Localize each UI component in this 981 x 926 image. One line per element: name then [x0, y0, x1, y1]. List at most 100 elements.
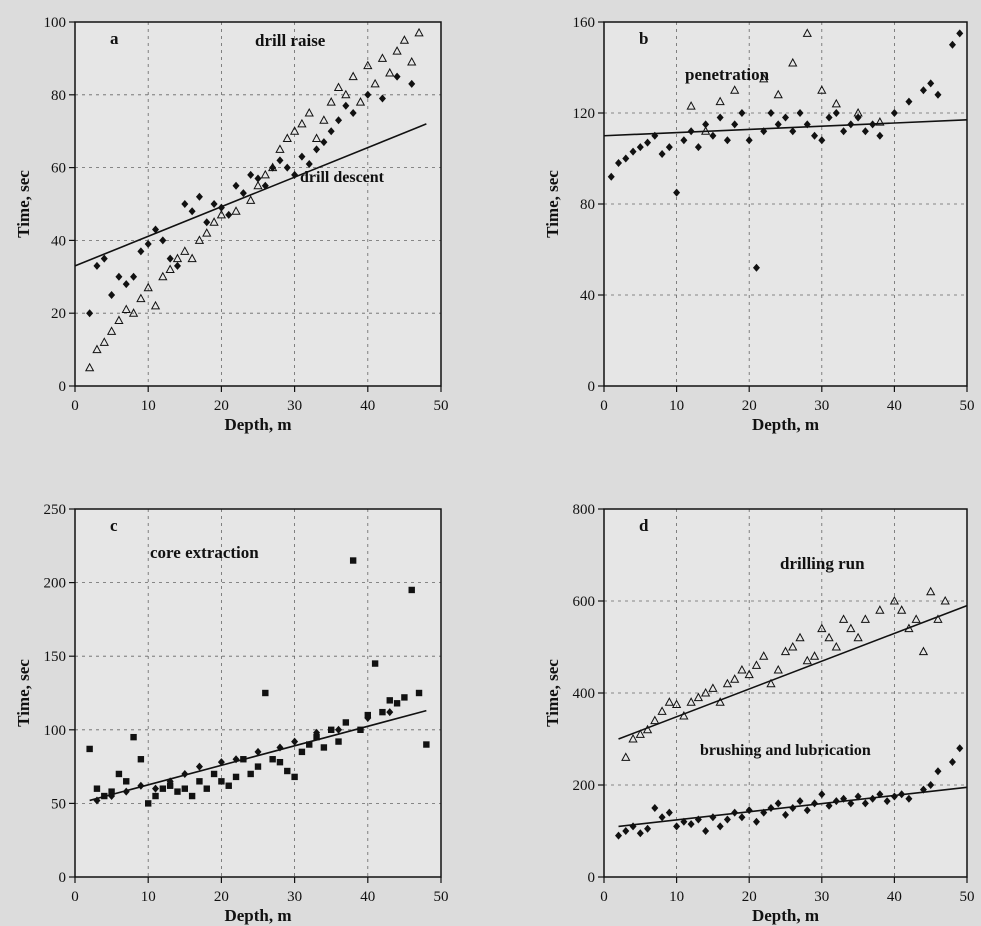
y-tick-label: 150 [44, 649, 67, 665]
x-tick-label: 0 [71, 889, 79, 905]
x-tick-label: 10 [669, 398, 684, 414]
data-point-triangle [853, 632, 863, 642]
data-point-diamond [615, 831, 623, 840]
data-point-diamond [276, 156, 284, 165]
data-point-square [401, 694, 408, 701]
data-point-diamond [956, 744, 964, 753]
data-point-diamond [144, 240, 152, 249]
trend-line [603, 119, 968, 137]
x-tick-label: 30 [814, 889, 829, 905]
data-point-triangle [143, 282, 153, 292]
data-point-triangle [730, 85, 740, 94]
data-point-diamond [767, 109, 775, 117]
data-point-diamond [861, 127, 869, 136]
data-point-diamond [673, 188, 681, 197]
data-point-diamond [854, 792, 862, 801]
panel-a: 0 10 20 30 40 50 0 20 40 60 80 100 Depth, m Time, sec… [14, 15, 449, 434]
data-point-diamond [364, 714, 372, 723]
x-tick-label: 0 [600, 889, 608, 905]
data-point-triangle [817, 623, 827, 633]
data-point-diamond [254, 747, 262, 756]
data-point-diamond [782, 113, 789, 122]
data-point-diamond [752, 817, 760, 826]
data-point-triangle [275, 144, 285, 153]
y-tick-label: 100 [44, 15, 67, 31]
data-point-triangle [657, 706, 667, 715]
data-point-diamond [811, 131, 819, 140]
data-point-square [174, 788, 181, 795]
data-point-square [203, 785, 210, 792]
data-point-diamond [694, 143, 702, 152]
data-point-triangle [216, 209, 227, 219]
data-point-diamond [861, 799, 869, 808]
data-point-diamond [774, 799, 782, 808]
data-point-diamond [716, 113, 724, 122]
data-point-diamond [313, 145, 321, 154]
data-point-triangle [846, 623, 856, 633]
data-point-square [181, 785, 188, 792]
data-point-triangle [759, 73, 769, 83]
data-point-diamond [335, 725, 343, 734]
data-point-triangle [209, 217, 219, 226]
data-point-square [210, 770, 218, 778]
data-point-triangle [802, 28, 812, 37]
y-tick-label: 20 [51, 306, 66, 322]
y-tick-label: 120 [573, 106, 596, 122]
data-point-diamond [658, 813, 666, 822]
data-point-square [284, 767, 291, 775]
y-tick-label: 800 [573, 502, 596, 518]
panel-title: drilling run [780, 554, 865, 573]
data-point-diamond [342, 101, 350, 110]
data-point-triangle [172, 253, 183, 263]
data-point-triangle [202, 228, 212, 237]
data-point-square [379, 708, 386, 716]
data-point-diamond [745, 136, 753, 145]
data-point-diamond [687, 820, 695, 829]
panel-letter: a [110, 29, 119, 48]
y-tick-label: 0 [588, 379, 596, 395]
data-point-diamond [869, 794, 877, 803]
data-point-triangle [693, 692, 704, 702]
data-point-diamond [883, 797, 891, 806]
data-point-diamond [115, 272, 123, 281]
data-point-diamond [709, 131, 717, 140]
data-point-diamond [93, 261, 101, 270]
y-tick-label: 0 [59, 379, 67, 395]
y-axis-label: Time, sec [543, 659, 562, 727]
data-point-triangle [260, 169, 270, 179]
x-axis-label: Depth, m [752, 415, 819, 434]
data-point-triangle [664, 697, 674, 706]
data-point-diamond [622, 154, 630, 163]
data-point-diamond [919, 86, 927, 95]
data-point-triangle [838, 614, 849, 623]
data-point-diamond [840, 127, 848, 136]
data-point-triangle [628, 733, 638, 743]
panel-title: penetration [685, 65, 770, 84]
data-point-triangle [918, 646, 929, 656]
data-point-triangle [831, 98, 841, 108]
data-point-square [415, 689, 423, 697]
data-point-diamond [305, 159, 313, 168]
data-point-diamond [847, 799, 855, 808]
plot-frame [603, 508, 968, 878]
y-axis-label: Time, sec [14, 170, 33, 238]
plot-area [75, 22, 441, 386]
data-point-triangle [99, 337, 109, 346]
x-tick-label: 20 [214, 398, 229, 414]
annotation: drill descent [300, 169, 385, 186]
y-tick-label: 100 [44, 723, 67, 739]
data-point-diamond [905, 97, 913, 106]
data-point-diamond [269, 163, 277, 172]
data-point-square [166, 782, 174, 789]
plot-area [75, 509, 441, 877]
data-point-triangle [788, 641, 798, 651]
data-point-diamond [818, 136, 826, 145]
data-point-triangle [853, 107, 863, 117]
data-point-square [371, 660, 379, 667]
plot-frame [603, 21, 968, 387]
data-point-diamond [254, 174, 262, 183]
data-point-triangle [766, 678, 776, 688]
data-point-square [218, 778, 225, 785]
data-point-diamond [665, 143, 673, 152]
y-tick-label: 40 [51, 233, 66, 249]
